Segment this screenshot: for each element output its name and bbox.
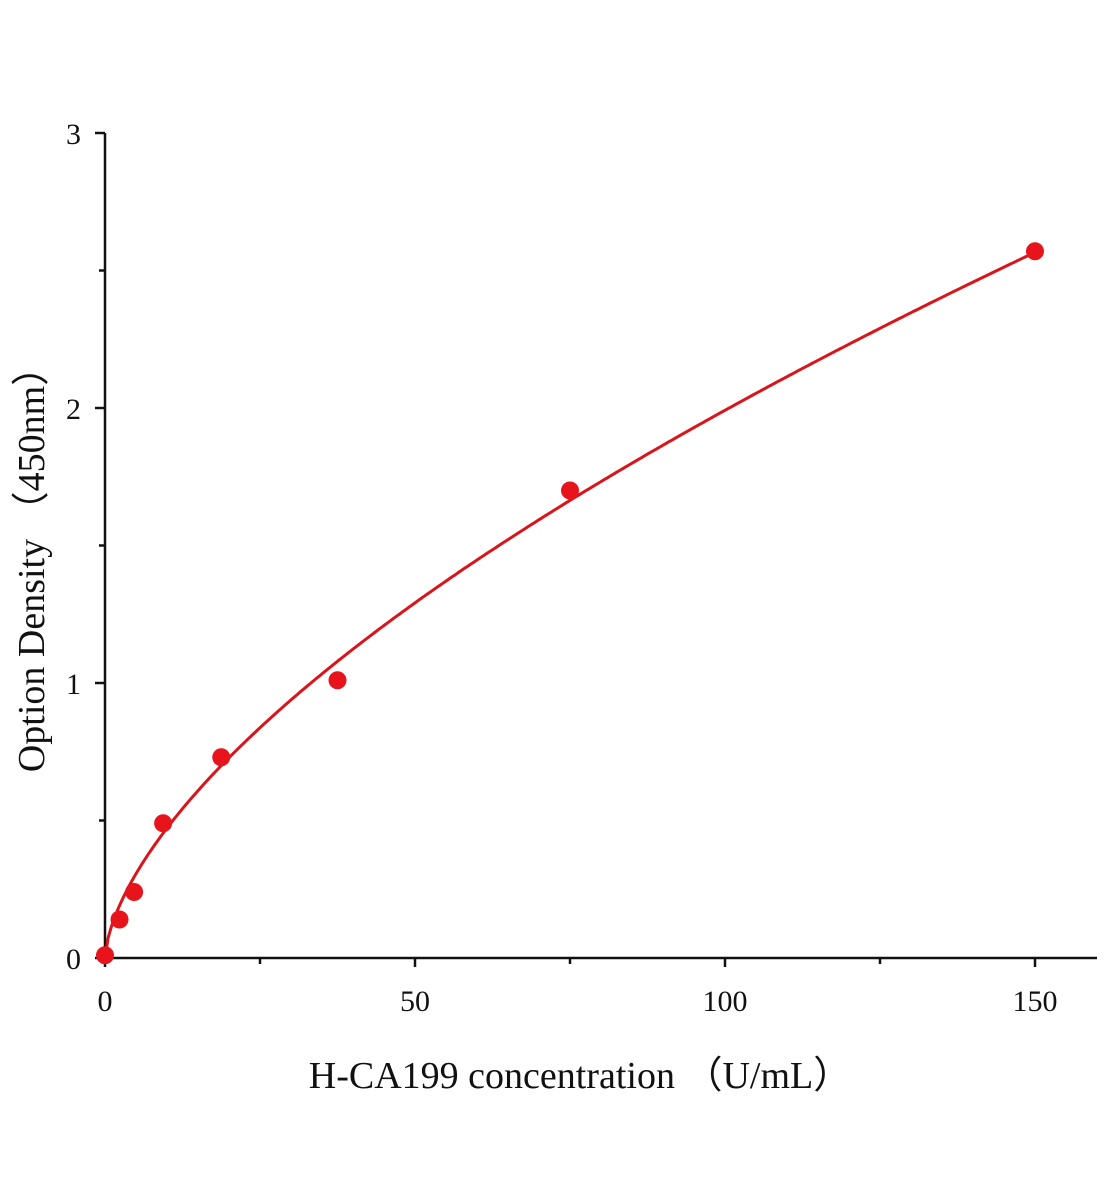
- data-point: [561, 481, 579, 500]
- data-point: [125, 883, 144, 901]
- x-tick-label: 0: [98, 985, 113, 1018]
- y-tick-label: 1: [66, 668, 81, 701]
- y-tick-label: 2: [66, 393, 81, 426]
- data-point: [1026, 242, 1044, 261]
- y-tick-label: 0: [66, 943, 81, 976]
- x-tick-label: 50: [400, 985, 430, 1018]
- data-point: [212, 748, 231, 767]
- y-tick-label: 3: [66, 118, 81, 151]
- data-point: [96, 946, 114, 965]
- x-axis-label: H-CA199 concentration （U/mL）: [309, 1055, 851, 1097]
- x-tick-label: 150: [1013, 985, 1058, 1018]
- data-point: [110, 910, 129, 929]
- data-point: [328, 671, 347, 690]
- x-tick-label: 100: [703, 985, 748, 1018]
- axes: [103, 133, 1097, 960]
- fit-curve: [103, 250, 1036, 959]
- data-point: [154, 814, 173, 833]
- data-points: [96, 242, 1044, 965]
- ticks: 0 50 100 150 0 1 2 3: [66, 118, 1058, 1018]
- y-axis-label: Option Density （450nm）: [11, 348, 53, 772]
